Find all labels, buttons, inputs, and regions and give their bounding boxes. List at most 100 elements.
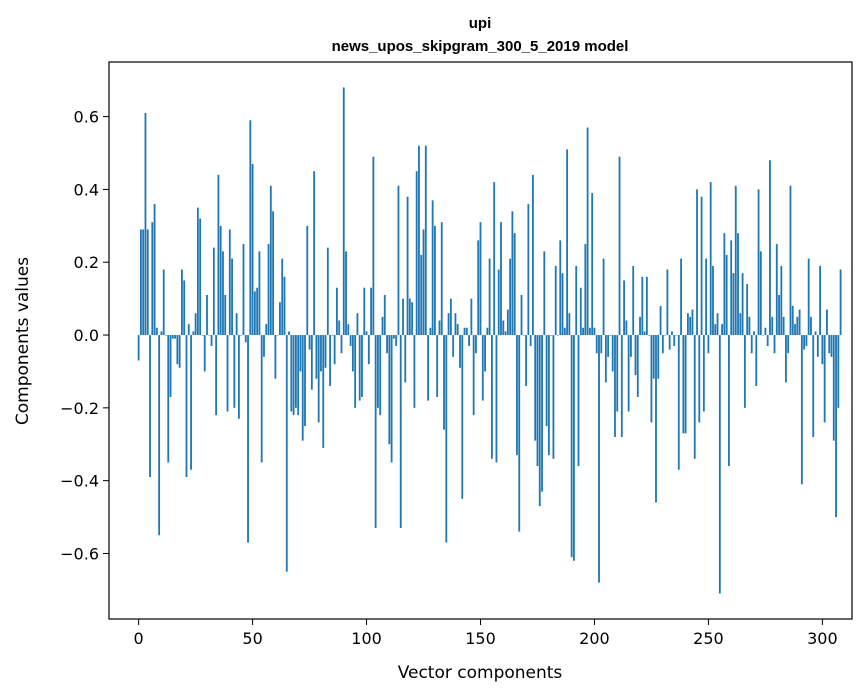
- bar-211: [618, 156, 621, 336]
- bar-23: [190, 335, 192, 470]
- bar-298: [816, 335, 819, 357]
- bar-1: [140, 229, 142, 336]
- bar-116: [402, 298, 404, 336]
- bar-184: [557, 335, 559, 336]
- bar-144: [465, 327, 468, 336]
- bar-230: [661, 335, 664, 354]
- bar-206: [607, 335, 610, 357]
- bar-2: [142, 229, 145, 336]
- bar-261: [732, 273, 735, 336]
- bar-278: [771, 316, 774, 336]
- bar-77: [313, 171, 316, 336]
- bar-121: [413, 335, 416, 408]
- bar-156: [493, 182, 496, 336]
- bar-254: [716, 313, 719, 336]
- bar-257: [723, 233, 726, 336]
- bar-10: [160, 331, 163, 336]
- bar-246: [698, 335, 701, 423]
- bar-127: [427, 335, 429, 401]
- bar-250: [707, 335, 710, 354]
- bar-288: [794, 324, 796, 336]
- bar-287: [791, 305, 794, 336]
- bar-78: [315, 335, 318, 379]
- bar-26: [196, 207, 199, 336]
- bar-283: [782, 316, 785, 336]
- bar-247: [700, 196, 703, 336]
- bar-40: [228, 229, 231, 336]
- bar-214: [625, 320, 628, 336]
- bar-251: [709, 182, 712, 336]
- bar-198: [588, 327, 591, 336]
- bar-159: [500, 222, 502, 336]
- bar-237: [677, 335, 680, 470]
- bar-133: [440, 222, 443, 336]
- bar-242: [689, 316, 692, 336]
- bar-17: [176, 335, 179, 365]
- bar-81: [322, 335, 325, 448]
- bar-38: [224, 294, 227, 336]
- bar-259: [728, 335, 730, 467]
- bar-136: [447, 313, 450, 336]
- bar-187: [563, 327, 566, 336]
- bar-95: [354, 335, 357, 408]
- bar-292: [803, 335, 806, 350]
- bar-120: [411, 302, 414, 336]
- plot-frame: [108, 61, 853, 620]
- bar-163: [509, 258, 512, 336]
- bar-307: [837, 335, 840, 408]
- bar-217: [632, 265, 635, 336]
- bar-69: [294, 335, 297, 408]
- bar-122: [415, 171, 418, 336]
- bar-252: [712, 265, 714, 336]
- x-tick-label: 50: [242, 629, 262, 648]
- bar-245: [696, 189, 698, 336]
- bar-109: [386, 335, 388, 354]
- bar-32: [210, 335, 213, 346]
- bar-22: [187, 324, 190, 336]
- bar-157: [495, 335, 498, 463]
- bar-89: [340, 335, 343, 354]
- bar-49: [249, 120, 252, 336]
- bar-176: [538, 335, 541, 507]
- bar-239: [682, 335, 685, 434]
- bar-36: [219, 225, 222, 336]
- bar-188: [566, 149, 569, 336]
- bar-145: [468, 335, 471, 346]
- bar-218: [634, 335, 637, 376]
- bar-164: [511, 211, 514, 336]
- bar-47: [244, 335, 247, 343]
- bar-62: [279, 302, 281, 336]
- bar-56: [265, 324, 268, 336]
- y-tick-label: 0.0: [74, 326, 99, 345]
- bar-101: [367, 335, 370, 365]
- bar-291: [800, 335, 803, 485]
- bar-234: [671, 331, 673, 336]
- bar-134: [443, 335, 445, 430]
- bar-226: [652, 335, 655, 379]
- bar-255: [718, 335, 721, 594]
- bar-74: [306, 225, 309, 336]
- bar-275: [764, 327, 767, 336]
- bar-179: [545, 335, 548, 427]
- bar-152: [484, 335, 486, 372]
- y-axis-ticks: −0.6 −0.4 −0.2 0.0 0.2 0.4 0.6: [60, 108, 109, 563]
- x-tick-label: 200: [579, 629, 610, 648]
- x-tick-label: 250: [693, 629, 724, 648]
- bar-103: [372, 156, 375, 336]
- bar-177: [541, 335, 543, 492]
- bar-104: [374, 335, 377, 528]
- bar-220: [639, 316, 641, 336]
- bar-13: [167, 335, 170, 463]
- bar-160: [502, 320, 505, 336]
- bar-161: [504, 331, 507, 336]
- x-tick-label: 100: [351, 629, 382, 648]
- bar-131: [436, 335, 439, 397]
- bar-168: [520, 294, 523, 336]
- bar-137: [449, 298, 452, 336]
- bar-0: [137, 335, 140, 361]
- bar-155: [490, 335, 493, 459]
- bar-61: [276, 335, 279, 336]
- bar-25: [194, 313, 197, 336]
- bar-140: [456, 324, 459, 336]
- bar-269: [750, 335, 753, 354]
